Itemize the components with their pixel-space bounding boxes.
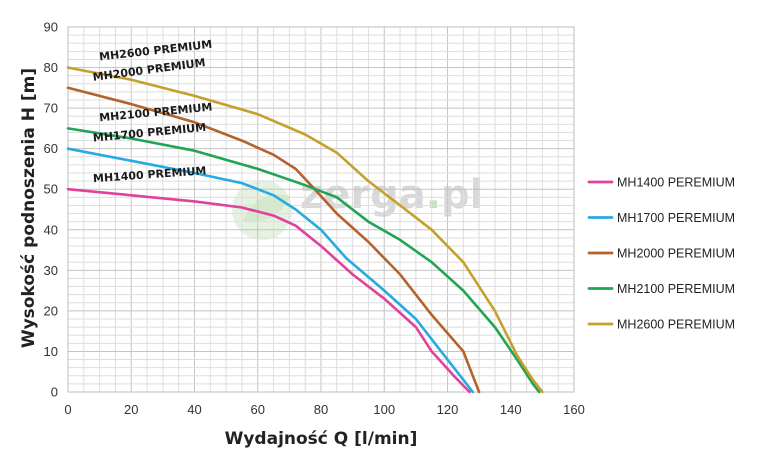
series-line	[66, 127, 541, 394]
x-tick-label: 60	[251, 402, 265, 417]
x-tick-label: 140	[500, 402, 522, 417]
plot-area-border	[67, 26, 575, 393]
y-tick-label: 10	[44, 344, 58, 359]
y-tick-label: 60	[44, 141, 58, 156]
curve-label: MH1400 PREMIUM	[93, 164, 207, 185]
y-tick-label: 30	[44, 263, 58, 278]
chart-legend: MH1400 PEREMIUM MH1700 PEREMIUM MH2000 PER…	[587, 176, 735, 332]
y-tick-label: 50	[44, 182, 58, 197]
watermark-leaf-icon	[242, 194, 290, 223]
x-tick-label: 100	[373, 402, 395, 417]
legend-entry: MH2000 PEREMIUM	[617, 247, 735, 261]
x-tick-label: 160	[563, 402, 585, 417]
x-tick-label: 20	[124, 402, 138, 417]
x-tick-label: 0	[64, 402, 71, 417]
x-tick-label: 40	[187, 402, 201, 417]
y-tick-label: 20	[44, 303, 58, 318]
chart-series	[66, 66, 544, 394]
series-line	[66, 147, 475, 394]
chart-grid	[67, 26, 575, 393]
y-tick-label: 0	[51, 385, 58, 400]
x-axis-title: Wydajność Q [l/min]	[225, 429, 418, 449]
legend-entry: MH2600 PEREMIUM	[617, 318, 735, 332]
y-tick-label: 40	[44, 222, 58, 237]
x-tick-label: 80	[314, 402, 328, 417]
y-axis-title: Wysokość podnoszenia H [m]	[19, 68, 39, 348]
legend-entry: MH1400 PEREMIUM	[617, 176, 735, 190]
legend-entry: MH1700 PEREMIUM	[617, 211, 735, 225]
x-tick-label: 120	[437, 402, 459, 417]
series-line	[66, 66, 544, 394]
chart-axes: 0 20 40 60 80 100 120 140 160 0 10 20 30 40 50 60 70 80 90	[44, 20, 585, 418]
y-tick-label: 90	[44, 20, 58, 35]
y-tick-label: 80	[44, 60, 58, 75]
legend-entry: MH2100 PEREMIUM	[617, 282, 735, 296]
y-tick-label: 70	[44, 101, 58, 116]
series-line	[66, 187, 471, 394]
